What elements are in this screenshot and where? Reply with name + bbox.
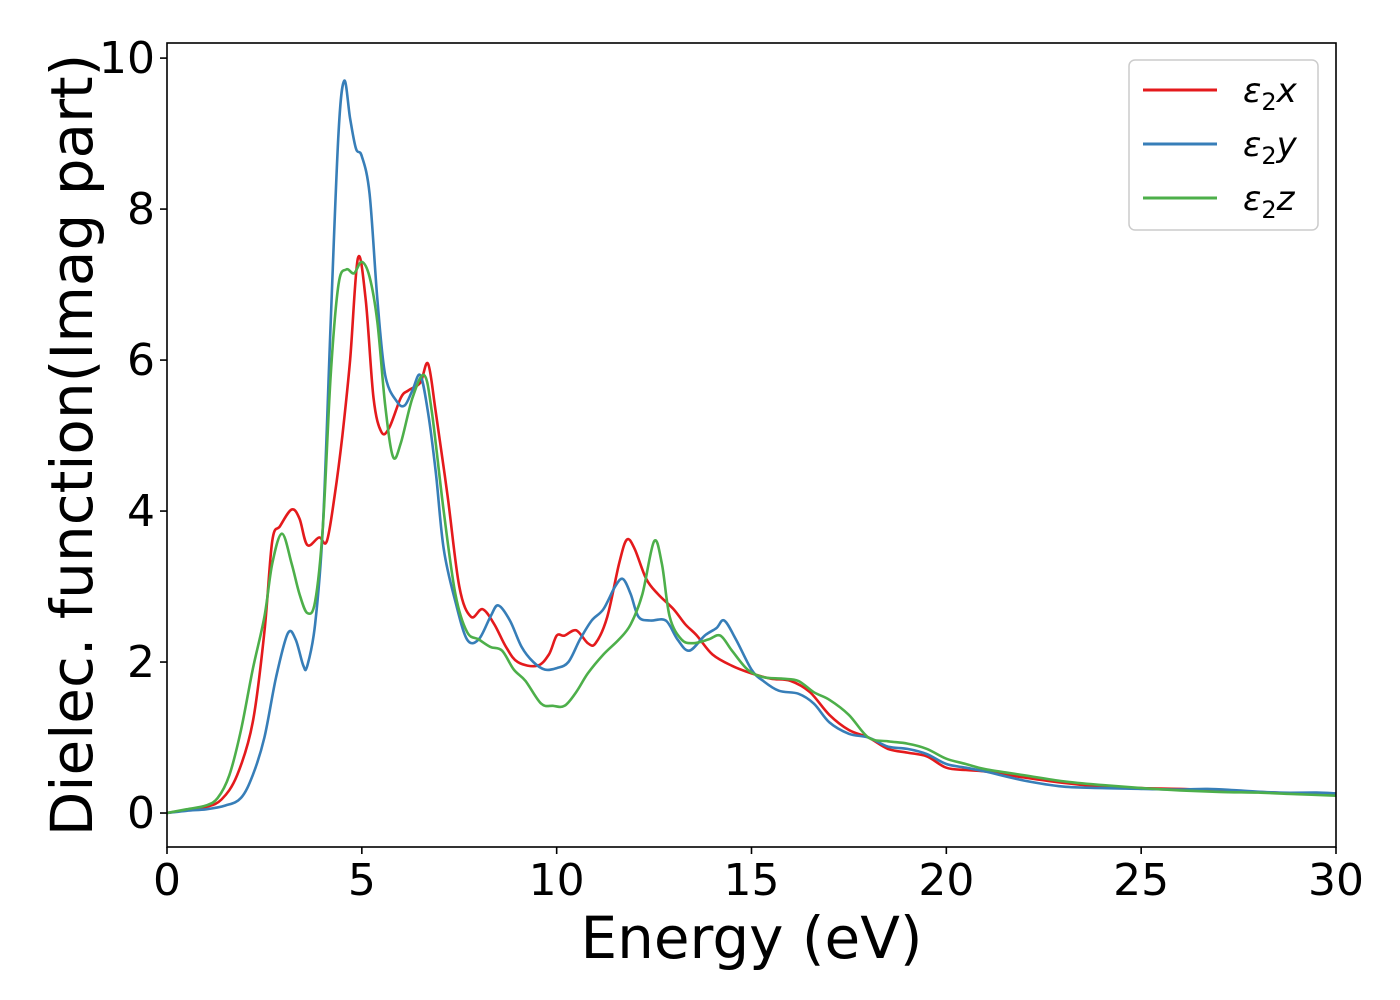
y-tick-label: 2 bbox=[127, 637, 155, 688]
x-tick-label: 25 bbox=[1113, 855, 1169, 906]
x-tick-label: 0 bbox=[153, 855, 181, 906]
legend-label-z: ε2z bbox=[1243, 179, 1296, 224]
x-tick-label: 20 bbox=[918, 855, 974, 906]
x-tick-label: 30 bbox=[1308, 855, 1364, 906]
series-line-x bbox=[167, 254, 1336, 815]
x-axis-ticks: 0 5 10 15 20 25 30 bbox=[153, 847, 1364, 906]
y-axis-title: Dielec. function(Imag part) bbox=[38, 54, 106, 837]
plot-lines bbox=[167, 79, 1336, 815]
y-tick-label: 8 bbox=[127, 184, 155, 235]
series-line-z bbox=[167, 260, 1336, 815]
legend-label-x: ε2x bbox=[1243, 71, 1298, 116]
y-tick-label: 6 bbox=[127, 335, 155, 386]
legend-label-y: ε2y bbox=[1243, 125, 1298, 170]
x-axis-title: Energy (eV) bbox=[580, 904, 922, 972]
y-tick-label: 0 bbox=[127, 788, 155, 839]
x-tick-label: 15 bbox=[724, 855, 780, 906]
x-tick-label: 10 bbox=[529, 855, 585, 906]
y-axis-ticks: 0 2 4 6 8 10 bbox=[99, 33, 167, 839]
x-tick-label: 5 bbox=[348, 855, 376, 906]
legend: ε2x ε2y ε2z bbox=[1128, 59, 1319, 231]
y-tick-label: 4 bbox=[127, 486, 155, 537]
legend-box bbox=[1128, 59, 1319, 231]
y-tick-label: 10 bbox=[99, 33, 155, 84]
